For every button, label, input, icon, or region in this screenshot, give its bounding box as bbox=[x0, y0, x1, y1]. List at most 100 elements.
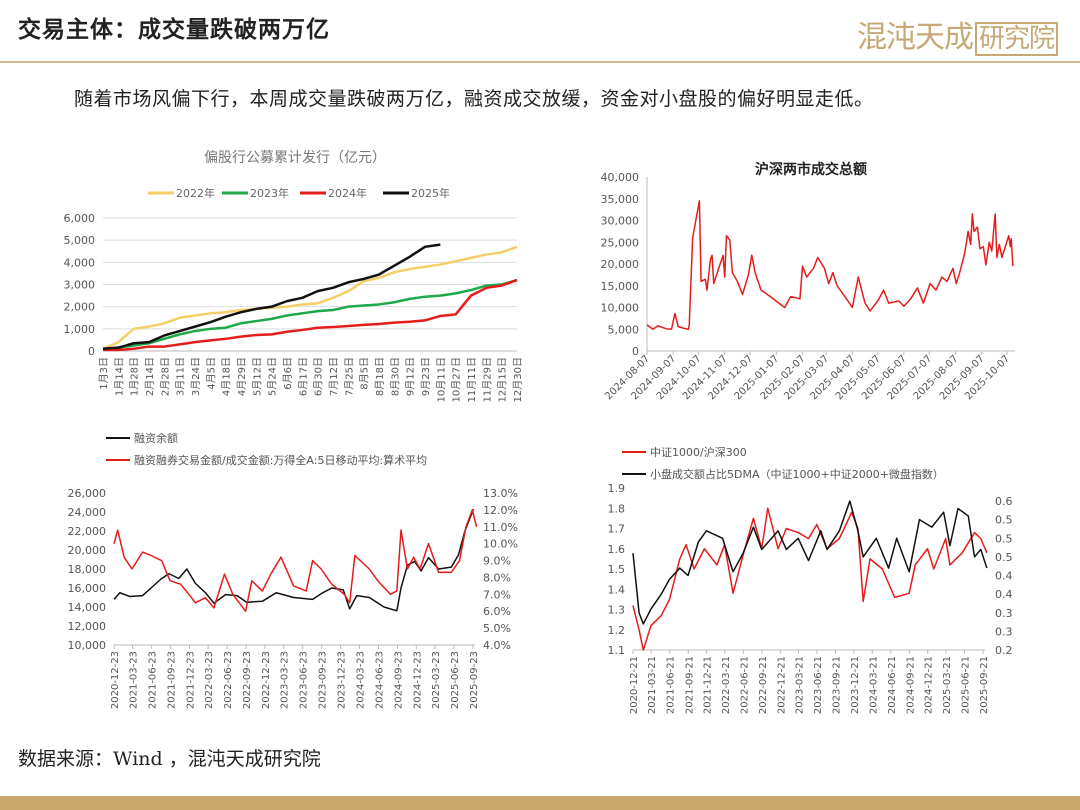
x-tick-label: 2024-12-07 bbox=[706, 353, 755, 402]
x-tick-label: 2024-09-23 bbox=[393, 651, 404, 709]
y-tick-label: 1.7 bbox=[608, 523, 626, 536]
y-tick-label: 20,000 bbox=[68, 544, 107, 557]
y-tick-label: 1.9 bbox=[608, 482, 626, 495]
y2-tick-label: 0.3 bbox=[995, 625, 1013, 638]
y-tick-label: 1.8 bbox=[608, 502, 626, 515]
x-tick-label: 9月23日 bbox=[420, 357, 432, 396]
y-tick-label: 5,000 bbox=[64, 234, 96, 247]
x-tick-label: 2025-08-07 bbox=[912, 353, 961, 402]
subtitle: 随着市场风偏下行，本周成交量跌破两万亿，融资成交放缓，资金对小盘股的偏好明显走低… bbox=[74, 88, 874, 110]
y2-tick-label: 4.0% bbox=[483, 639, 511, 652]
series-line-0 bbox=[632, 507, 988, 651]
x-tick-label: 2020-12-21 bbox=[629, 656, 640, 714]
x-tick-label: 2021-09-23 bbox=[167, 651, 178, 709]
x-tick-label: 2024-11-07 bbox=[681, 353, 730, 402]
x-tick-label: 2022-12-21 bbox=[776, 656, 787, 714]
y-tick-label: 0 bbox=[632, 345, 639, 358]
y2-tick-label: 0.5 bbox=[995, 532, 1013, 545]
x-tick-label: 2025-09-23 bbox=[469, 651, 480, 709]
x-tick-label: 2022-06-21 bbox=[739, 656, 750, 714]
x-tick-label: 6月30日 bbox=[313, 357, 325, 396]
y-tick-label: 18,000 bbox=[68, 563, 107, 576]
header-divider bbox=[0, 61, 1080, 63]
footer-bar bbox=[0, 796, 1080, 810]
chart-title: 沪深两市成交总额 bbox=[755, 161, 867, 178]
y-tick-label: 25,000 bbox=[601, 236, 640, 249]
x-tick-label: 2023-12-23 bbox=[337, 651, 348, 709]
x-tick-label: 2022-09-23 bbox=[242, 651, 253, 709]
x-tick-label: 10月27日 bbox=[451, 357, 463, 402]
x-tick-label: 2025-03-23 bbox=[431, 651, 442, 709]
x-tick-label: 10月11日 bbox=[435, 357, 447, 402]
y-tick-label: 20,000 bbox=[601, 258, 640, 271]
y2-tick-label: 7.0% bbox=[483, 588, 511, 601]
y2-tick-label: 0.3 bbox=[995, 607, 1013, 620]
x-tick-label: 2024-06-23 bbox=[374, 651, 385, 709]
x-tick-label: 6月17日 bbox=[297, 357, 309, 396]
y-tick-label: 14,000 bbox=[68, 601, 107, 614]
x-tick-label: 2025-07-07 bbox=[885, 353, 934, 402]
x-tick-label: 2022-09-21 bbox=[758, 656, 769, 714]
x-tick-label: 2022-12-23 bbox=[261, 651, 272, 709]
x-tick-label: 2023-06-21 bbox=[813, 656, 824, 714]
x-tick-label: 7月12日 bbox=[328, 357, 340, 396]
x-tick-label: 2021-06-23 bbox=[148, 651, 159, 709]
x-tick-label: 2022-03-21 bbox=[721, 656, 732, 714]
x-tick-label: 1月28日 bbox=[129, 357, 141, 396]
x-tick-label: 9月12日 bbox=[405, 357, 417, 396]
y-tick-label: 15,000 bbox=[601, 280, 640, 293]
y-tick-label: 1.3 bbox=[608, 604, 626, 617]
y-tick-label: 1.4 bbox=[608, 583, 626, 596]
x-tick-label: 2025-09-07 bbox=[938, 353, 987, 402]
x-tick-label: 2025-03-21 bbox=[942, 656, 953, 714]
x-tick-label: 2021-12-23 bbox=[186, 651, 197, 709]
y-tick-label: 1.6 bbox=[608, 543, 626, 556]
y-tick-label: 1.2 bbox=[608, 624, 626, 637]
legend-label: 融资融券交易金额/成交金额:万得全A:5日移动平均:算术平均 bbox=[134, 453, 427, 467]
x-tick-label: 2023-09-21 bbox=[832, 656, 843, 714]
y2-tick-label: 0.4 bbox=[995, 588, 1013, 601]
y2-tick-label: 8.0% bbox=[483, 571, 511, 584]
x-tick-label: 2022-03-23 bbox=[204, 651, 215, 709]
y2-tick-label: 13.0% bbox=[483, 487, 518, 500]
legend-label: 2023年 bbox=[250, 186, 289, 200]
page-title: 交易主体：成交量跌破两万亿 bbox=[18, 17, 330, 43]
x-tick-label: 11月11日 bbox=[466, 357, 478, 402]
legend-label: 小盘成交额占比5DMA（中证1000+中证2000+微盘指数） bbox=[650, 467, 944, 481]
x-tick-label: 2025-01-07 bbox=[733, 353, 782, 402]
x-tick-label: 2024-12-21 bbox=[924, 656, 935, 714]
x-tick-label: 2024-10-07 bbox=[655, 353, 704, 402]
y-tick-label: 22,000 bbox=[68, 525, 107, 538]
series-line-3 bbox=[102, 243, 441, 351]
x-tick-label: 2025-10-07 bbox=[963, 353, 1012, 402]
x-tick-label: 2025-06-21 bbox=[960, 656, 971, 714]
y-tick-label: 12,000 bbox=[68, 620, 107, 633]
x-tick-label: 3月11日 bbox=[175, 357, 187, 396]
y2-tick-label: 0.6 bbox=[995, 495, 1013, 508]
x-tick-label: 7月25日 bbox=[343, 357, 355, 396]
y-tick-label: 35,000 bbox=[601, 193, 640, 206]
y2-tick-label: 11.0% bbox=[483, 521, 518, 534]
x-tick-label: 1月14日 bbox=[113, 357, 125, 396]
logo: 混沌天成 研究院 bbox=[857, 12, 1058, 56]
x-tick-label: 2023-03-21 bbox=[794, 656, 805, 714]
x-tick-label: 2022-06-23 bbox=[223, 651, 234, 709]
y2-tick-label: 0.2 bbox=[995, 644, 1013, 657]
series-line-0 bbox=[102, 245, 518, 350]
x-tick-label: 2023-06-23 bbox=[299, 651, 310, 709]
x-tick-label: 2025-04-07 bbox=[809, 353, 858, 402]
x-tick-label: 12月30日 bbox=[512, 357, 524, 402]
x-tick-label: 2023-03-23 bbox=[280, 651, 291, 709]
x-tick-label: 6月6日 bbox=[282, 357, 294, 390]
y-tick-label: 1.1 bbox=[608, 644, 626, 657]
y2-tick-label: 10.0% bbox=[483, 538, 518, 551]
x-tick-label: 3月24日 bbox=[190, 357, 202, 396]
y-tick-label: 1.5 bbox=[608, 563, 626, 576]
x-tick-label: 2020-12-23 bbox=[110, 651, 121, 709]
y2-tick-label: 6.0% bbox=[483, 605, 511, 618]
x-tick-label: 5月12日 bbox=[251, 357, 263, 396]
y-tick-label: 5,000 bbox=[608, 323, 640, 336]
y-tick-label: 40,000 bbox=[601, 171, 640, 184]
x-tick-label: 2025-06-23 bbox=[450, 651, 461, 709]
